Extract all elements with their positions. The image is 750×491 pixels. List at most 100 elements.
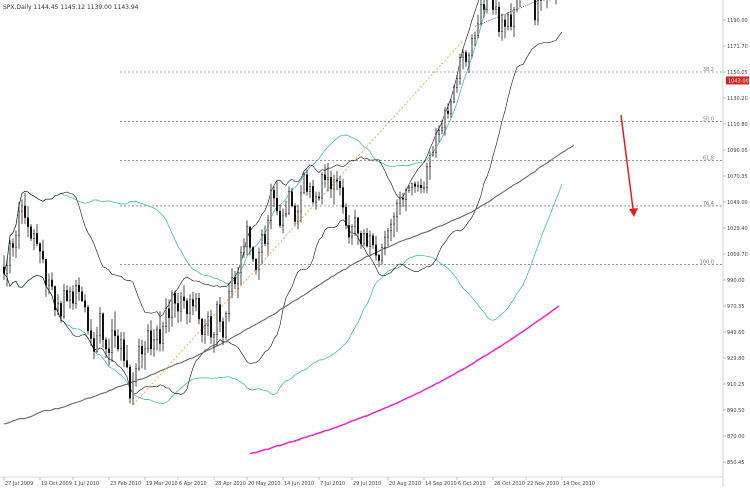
candle-body[interactable] <box>327 177 329 181</box>
candle-body[interactable] <box>123 339 125 361</box>
candle-body[interactable] <box>483 4 485 10</box>
candle-body[interactable] <box>429 154 431 168</box>
candle-body[interactable] <box>42 251 44 260</box>
candle-body[interactable] <box>264 234 266 244</box>
candle-body[interactable] <box>213 334 215 338</box>
candle-body[interactable] <box>288 191 290 214</box>
candle-body[interactable] <box>306 174 308 192</box>
candle-body[interactable] <box>282 214 284 226</box>
candle-body[interactable] <box>168 308 170 318</box>
candle-body[interactable] <box>297 210 299 222</box>
candle-body[interactable] <box>36 232 38 244</box>
candle-body[interactable] <box>177 303 179 312</box>
candle-body[interactable] <box>204 325 206 335</box>
candle-body[interactable] <box>180 296 182 312</box>
candle-body[interactable] <box>363 232 365 244</box>
candle-body[interactable] <box>90 330 92 339</box>
candle-body[interactable] <box>387 230 389 238</box>
candle-body[interactable] <box>51 279 53 287</box>
candle-body[interactable] <box>294 205 296 222</box>
candle-body[interactable] <box>198 298 200 320</box>
candle-body[interactable] <box>402 197 404 200</box>
candle-body[interactable] <box>336 179 338 182</box>
candle-body[interactable] <box>243 245 245 253</box>
candle-body[interactable] <box>492 0 494 10</box>
candle-body[interactable] <box>312 186 314 203</box>
candle-body[interactable] <box>132 381 134 399</box>
candle-body[interactable] <box>333 179 335 190</box>
candle-body[interactable] <box>342 187 344 208</box>
candle-body[interactable] <box>60 303 62 317</box>
candle-body[interactable] <box>141 346 143 355</box>
candle-body[interactable] <box>99 313 101 337</box>
candle-body[interactable] <box>357 217 359 234</box>
candle-body[interactable] <box>408 187 410 191</box>
candle-body[interactable] <box>507 14 509 27</box>
candle-body[interactable] <box>516 0 518 10</box>
candle-body[interactable] <box>345 206 347 226</box>
candle-body[interactable] <box>237 272 239 285</box>
candle-body[interactable] <box>435 134 437 153</box>
candle-body[interactable] <box>474 35 476 39</box>
candle-body[interactable] <box>210 316 212 338</box>
candle-body[interactable] <box>234 277 236 285</box>
candle-body[interactable] <box>84 300 86 308</box>
candle-body[interactable] <box>318 196 320 199</box>
candle-body[interactable] <box>411 183 413 188</box>
candle-body[interactable] <box>468 54 470 62</box>
candle-body[interactable] <box>351 226 353 238</box>
candle-body[interactable] <box>504 19 506 27</box>
candle-body[interactable] <box>420 184 422 188</box>
candle-body[interactable] <box>27 217 29 227</box>
candle-body[interactable] <box>477 23 479 36</box>
candle-body[interactable] <box>324 174 326 181</box>
candle-body[interactable] <box>381 247 383 261</box>
candle-body[interactable] <box>321 174 323 199</box>
candle-body[interactable] <box>45 259 47 286</box>
candle-body[interactable] <box>315 196 317 203</box>
candle-body[interactable] <box>162 326 164 344</box>
candle-body[interactable] <box>261 234 263 253</box>
candle-body[interactable] <box>228 291 230 315</box>
candle-body[interactable] <box>231 277 233 292</box>
candle-body[interactable] <box>453 87 455 103</box>
candle-body[interactable] <box>393 216 395 225</box>
candle-body[interactable] <box>501 19 503 32</box>
candle-body[interactable] <box>6 265 8 274</box>
candle-body[interactable] <box>153 339 155 350</box>
candle-body[interactable] <box>285 213 287 216</box>
candle-body[interactable] <box>183 296 185 301</box>
candle-body[interactable] <box>192 299 194 307</box>
candle-body[interactable] <box>438 130 440 135</box>
candle-body[interactable] <box>81 291 83 302</box>
candle-body[interactable] <box>159 329 161 344</box>
candle-body[interactable] <box>87 307 89 331</box>
candle-body[interactable] <box>105 339 107 350</box>
candle-body[interactable] <box>3 266 5 274</box>
candle-body[interactable] <box>534 0 536 21</box>
candle-body[interactable] <box>369 235 371 247</box>
candle-body[interactable] <box>75 285 77 304</box>
candle-body[interactable] <box>258 252 260 270</box>
candle-body[interactable] <box>63 290 65 317</box>
candle-body[interactable] <box>495 6 497 10</box>
candle-body[interactable] <box>456 78 458 88</box>
candle-body[interactable] <box>510 14 512 27</box>
candle-body[interactable] <box>378 255 380 261</box>
candle-body[interactable] <box>216 304 218 335</box>
candle-body[interactable] <box>447 110 449 114</box>
candle-body[interactable] <box>93 338 95 352</box>
candle-body[interactable] <box>462 52 464 58</box>
candle-body[interactable] <box>201 318 203 335</box>
candle-body[interactable] <box>279 210 281 226</box>
candle-body[interactable] <box>57 303 59 311</box>
candle-body[interactable] <box>390 223 392 231</box>
candle-body[interactable] <box>360 232 362 244</box>
candle-body[interactable] <box>195 298 197 307</box>
candle-body[interactable] <box>72 291 74 304</box>
candle-body[interactable] <box>513 9 515 27</box>
candle-body[interactable] <box>144 348 146 355</box>
candle-body[interactable] <box>174 292 176 304</box>
candle-body[interactable] <box>396 203 398 217</box>
